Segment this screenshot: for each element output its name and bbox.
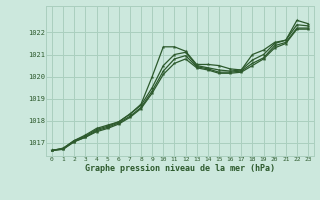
X-axis label: Graphe pression niveau de la mer (hPa): Graphe pression niveau de la mer (hPa) [85, 164, 275, 173]
